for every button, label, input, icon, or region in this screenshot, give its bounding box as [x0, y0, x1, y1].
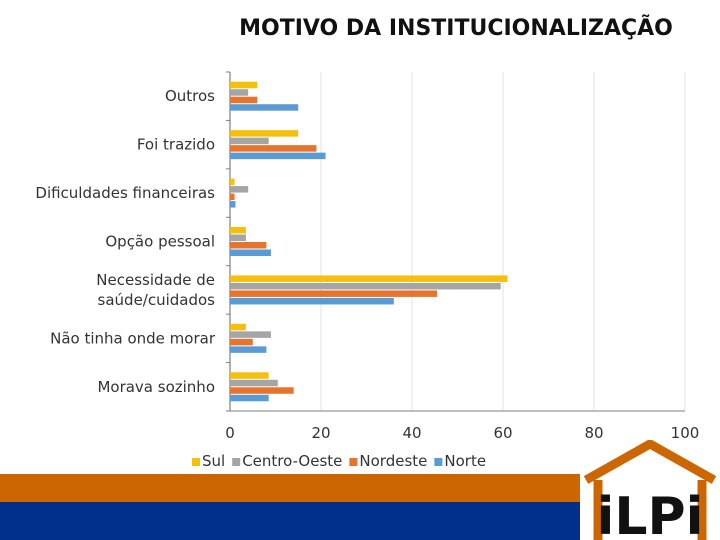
x-tick-label: 60 [493, 424, 512, 442]
x-tick-label: 0 [225, 424, 235, 442]
chart-title: MOTIVO DA INSTITUCIONALIZAÇÃO [239, 16, 673, 41]
legend-swatch [232, 458, 241, 466]
x-tick-label: 80 [584, 424, 603, 442]
bar-centro-oeste [230, 379, 278, 387]
x-tick-label: 100 [671, 424, 700, 442]
bar-sul [230, 81, 258, 89]
bar-norte [230, 249, 271, 256]
category-label: Opção pessoal [105, 233, 215, 251]
bar-norte [230, 346, 267, 353]
bar-norte [230, 201, 236, 208]
bar-nordeste [230, 338, 253, 346]
bar-norte [230, 394, 269, 402]
bar-sul [230, 178, 235, 186]
category-label: Morava sozinho [97, 378, 215, 396]
legend-entry: Sul [202, 452, 225, 470]
bar-norte [230, 297, 394, 305]
bar-sul [230, 275, 508, 282]
gridlines [226, 71, 686, 412]
bar-centro-oeste [230, 89, 249, 96]
category-label: Dificuldades financeiras [35, 184, 215, 202]
svg-text:iLPi: iLPi [597, 487, 704, 540]
category-label: Outros [165, 87, 215, 105]
bar-centro-oeste [230, 282, 501, 290]
legend-entry: Norte [444, 452, 486, 470]
bar-centro-oeste [230, 234, 246, 241]
bar-centro-oeste [230, 331, 271, 338]
category-label: Não tinha onde morar [50, 329, 216, 347]
bar-sul [230, 323, 246, 331]
legend-entry: Nordeste [359, 452, 427, 470]
x-tick-label: 20 [311, 424, 330, 442]
ilpi-logo: iLPi [580, 440, 720, 540]
bar-sul [230, 227, 246, 234]
category-label: Foi trazido [137, 136, 215, 154]
bar-nordeste [230, 193, 235, 201]
category-label: Necessidade de saúde/cuidados [96, 271, 215, 309]
category-labels: Outros Foi trazido Dificuldades financeira… [35, 87, 215, 396]
bar-norte [230, 152, 326, 160]
bar-nordeste [230, 290, 438, 297]
x-tick-label: 40 [402, 424, 421, 442]
bar-sul [230, 130, 299, 137]
bar-centro-oeste [230, 186, 249, 193]
legend-entry: Centro-Oeste [242, 452, 342, 470]
bar-norte [230, 104, 299, 111]
legend-swatch [349, 458, 358, 466]
bars [230, 81, 508, 402]
legend-swatch [434, 458, 443, 466]
x-tick-labels: 0 20 40 60 80 100 [225, 424, 699, 442]
bar-nordeste [230, 387, 294, 394]
bar-nordeste [230, 96, 258, 104]
bar-nordeste [230, 242, 267, 249]
bar-centro-oeste [230, 137, 269, 145]
bar-nordeste [230, 145, 317, 152]
legend: Sul Centro-Oeste Nordeste Norte [192, 452, 486, 470]
legend-swatch [192, 458, 200, 466]
bar-sul [230, 372, 269, 379]
